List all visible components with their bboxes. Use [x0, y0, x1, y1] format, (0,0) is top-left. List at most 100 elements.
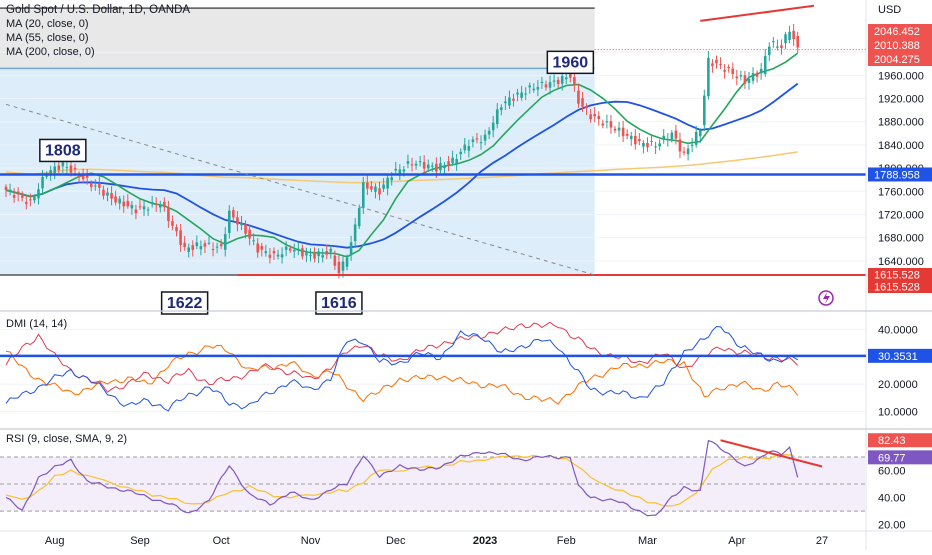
- candle-body[interactable]: [29, 199, 32, 201]
- candle-body[interactable]: [191, 245, 195, 250]
- candle-body[interactable]: [195, 242, 199, 247]
- candle-body[interactable]: [682, 151, 686, 153]
- candle-body[interactable]: [12, 194, 16, 198]
- candle-body[interactable]: [382, 184, 385, 189]
- candle-body[interactable]: [228, 210, 231, 234]
- candle-body[interactable]: [73, 167, 77, 170]
- candle-body[interactable]: [755, 72, 759, 77]
- candle-body[interactable]: [564, 77, 568, 80]
- candle-body[interactable]: [751, 73, 755, 81]
- candle-body[interactable]: [321, 254, 324, 258]
- candle-body[interactable]: [686, 148, 690, 155]
- candle-body[interactable]: [540, 81, 544, 84]
- candle-body[interactable]: [589, 114, 592, 120]
- candle-body[interactable]: [41, 176, 44, 189]
- candle-body[interactable]: [187, 247, 190, 252]
- candle-body[interactable]: [621, 127, 625, 137]
- candle-body[interactable]: [77, 175, 81, 178]
- candle-body[interactable]: [232, 210, 235, 218]
- candle-body[interactable]: [25, 202, 28, 204]
- candle-body[interactable]: [479, 142, 483, 144]
- candle-body[interactable]: [163, 201, 166, 208]
- candle-body[interactable]: [183, 242, 186, 248]
- candle-body[interactable]: [508, 97, 511, 106]
- candle-body[interactable]: [739, 75, 743, 77]
- candle-body[interactable]: [49, 170, 52, 175]
- candle-body[interactable]: [69, 165, 73, 173]
- candle-body[interactable]: [524, 93, 527, 95]
- candle-body[interactable]: [471, 139, 475, 143]
- candle-body[interactable]: [784, 34, 787, 44]
- candle-body[interactable]: [617, 127, 621, 131]
- candle-body[interactable]: [483, 134, 487, 141]
- candle-body[interactable]: [309, 255, 312, 257]
- candle-body[interactable]: [106, 192, 109, 196]
- candle-body[interactable]: [138, 206, 142, 208]
- candle-body[interactable]: [703, 95, 706, 126]
- candle-body[interactable]: [629, 135, 633, 140]
- candle-body[interactable]: [650, 140, 653, 142]
- candle-body[interactable]: [711, 63, 714, 67]
- candle-body[interactable]: [199, 246, 203, 250]
- candle-body[interactable]: [670, 132, 674, 140]
- candle-body[interactable]: [512, 98, 515, 101]
- candle-body[interactable]: [788, 31, 791, 40]
- candle-body[interactable]: [150, 202, 154, 204]
- candle-body[interactable]: [110, 193, 113, 199]
- rsi-line[interactable]: [5, 439, 799, 517]
- candle-body[interactable]: [674, 130, 678, 139]
- candle-body[interactable]: [642, 142, 645, 147]
- dmi-minus-line[interactable]: [5, 344, 799, 405]
- candle-body[interactable]: [288, 248, 292, 251]
- candle-body[interactable]: [654, 146, 657, 148]
- candle-body[interactable]: [345, 257, 349, 267]
- candle-body[interactable]: [666, 139, 670, 141]
- candle-body[interactable]: [244, 224, 247, 234]
- candle-body[interactable]: [374, 186, 377, 192]
- candle-body[interactable]: [548, 82, 552, 88]
- ma200-legend[interactable]: MA (200, close, 0): [6, 46, 95, 58]
- candle-body[interactable]: [260, 245, 264, 250]
- candle-body[interactable]: [759, 68, 763, 74]
- candle-body[interactable]: [130, 205, 134, 209]
- candle-body[interactable]: [414, 163, 418, 166]
- level-label-box[interactable]: [39, 138, 87, 163]
- candle-body[interactable]: [439, 163, 442, 171]
- candle-body[interactable]: [276, 254, 280, 257]
- candle-body[interactable]: [747, 78, 751, 83]
- candle-body[interactable]: [569, 73, 572, 78]
- candle-body[interactable]: [142, 206, 146, 210]
- candle-body[interactable]: [743, 75, 747, 84]
- candle-body[interactable]: [459, 151, 463, 155]
- candle-body[interactable]: [573, 77, 576, 85]
- candle-body[interactable]: [556, 79, 560, 84]
- candle-body[interactable]: [370, 186, 373, 190]
- ma55-line[interactable]: [5, 82, 799, 249]
- candle-body[interactable]: [500, 107, 503, 111]
- candle-body[interactable]: [122, 201, 126, 207]
- candle-body[interactable]: [776, 46, 779, 48]
- candle-body[interactable]: [179, 230, 182, 245]
- candle-body[interactable]: [516, 92, 519, 95]
- candle-body[interactable]: [386, 177, 389, 189]
- candle-body[interactable]: [426, 164, 430, 169]
- candle-body[interactable]: [597, 115, 601, 119]
- candle-body[interactable]: [8, 189, 12, 192]
- candle-body[interactable]: [520, 92, 523, 98]
- candle-body[interactable]: [85, 174, 89, 178]
- candle-body[interactable]: [792, 30, 795, 40]
- candle-body[interactable]: [167, 207, 170, 222]
- candle-body[interactable]: [767, 46, 771, 56]
- candle-body[interactable]: [313, 252, 316, 259]
- candle-body[interactable]: [118, 198, 121, 204]
- candle-body[interactable]: [735, 76, 739, 79]
- candle-body[interactable]: [394, 168, 398, 171]
- candle-body[interactable]: [236, 217, 239, 225]
- candle-body[interactable]: [581, 98, 584, 107]
- candle-body[interactable]: [593, 113, 596, 117]
- candle-body[interactable]: [763, 56, 767, 75]
- candle-body[interactable]: [605, 121, 609, 123]
- candle-body[interactable]: [284, 246, 288, 250]
- candle-body[interactable]: [443, 165, 446, 169]
- candle-body[interactable]: [207, 242, 211, 244]
